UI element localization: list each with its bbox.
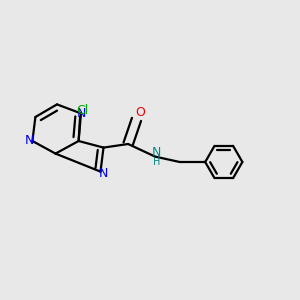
Text: Cl: Cl bbox=[76, 104, 88, 117]
Text: N: N bbox=[76, 107, 86, 120]
Text: O: O bbox=[135, 106, 145, 119]
Text: N: N bbox=[25, 134, 34, 148]
Text: N: N bbox=[152, 146, 161, 160]
Text: H: H bbox=[153, 157, 160, 167]
Text: N: N bbox=[99, 167, 108, 180]
